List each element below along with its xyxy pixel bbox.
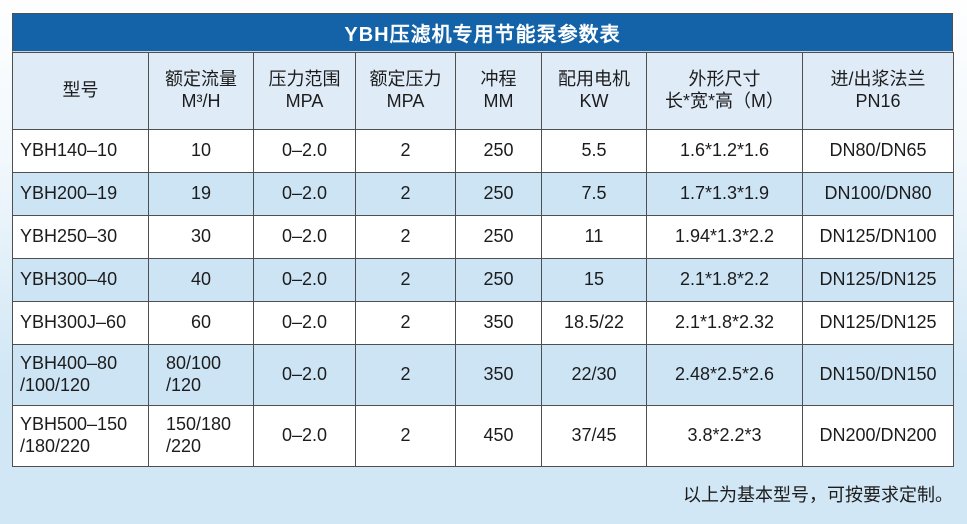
- cell-flange: DN125/DN100: [802, 215, 954, 259]
- col-header-flange: 进/出浆法兰 PN16: [802, 52, 954, 130]
- cell-model: YBH300J–60: [12, 301, 149, 345]
- cell-model: YBH200–19: [12, 172, 149, 216]
- cell-pressure-range: 0–2.0: [253, 301, 356, 345]
- cell-rated-flow: 80/100 /120: [148, 344, 254, 406]
- cell-stroke: 350: [455, 301, 542, 345]
- col-header-dimensions: 外形尺寸 长*宽*高（M）: [646, 52, 803, 130]
- cell-pressure-range: 0–2.0: [253, 344, 356, 406]
- table-row: YBH300J–60 60 0–2.0 2 350 18.5/22 2.1*1.…: [12, 301, 954, 345]
- cell-motor: 37/45: [541, 405, 647, 467]
- cell-stroke: 250: [455, 258, 542, 302]
- table-row: YBH140–10 10 0–2.0 2 250 5.5 1.6*1.2*1.6…: [12, 129, 954, 173]
- cell-stroke: 250: [455, 129, 542, 173]
- cell-rated-pressure: 2: [355, 129, 456, 173]
- cell-stroke: 350: [455, 344, 542, 406]
- cell-motor: 22/30: [541, 344, 647, 406]
- table-row: YBH300–40 40 0–2.0 2 250 15 2.1*1.8*2.2 …: [12, 258, 954, 302]
- cell-rated-pressure: 2: [355, 405, 456, 467]
- cell-flange: DN200/DN200: [802, 405, 954, 467]
- cell-flange: DN150/DN150: [802, 344, 954, 406]
- footer-note: 以上为基本型号，可按要求定制。: [683, 485, 953, 505]
- table-row: YBH500–150 /180/220 150/180 /220 0–2.0 2…: [12, 405, 954, 467]
- cell-motor: 5.5: [541, 129, 647, 173]
- cell-dimensions: 1.7*1.3*1.9: [646, 172, 803, 216]
- cell-flange: DN80/DN65: [802, 129, 954, 173]
- cell-model: YBH500–150 /180/220: [12, 405, 149, 467]
- cell-rated-flow: 40: [148, 258, 254, 302]
- col-header-motor: 配用电机 KW: [541, 52, 647, 130]
- cell-rated-flow: 19: [148, 172, 254, 216]
- cell-rated-flow: 30: [148, 215, 254, 259]
- cell-rated-flow: 10: [148, 129, 254, 173]
- cell-rated-pressure: 2: [355, 301, 456, 345]
- table-row: YBH200–19 19 0–2.0 2 250 7.5 1.7*1.3*1.9…: [12, 172, 954, 216]
- cell-rated-flow: 60: [148, 301, 254, 345]
- parameters-table: 型号 额定流量 M³/H 压力范围 MPA 额定压力 MPA 冲程 MM 配用电…: [12, 52, 954, 467]
- col-header-rated-flow: 额定流量 M³/H: [148, 52, 254, 130]
- cell-stroke: 250: [455, 215, 542, 259]
- cell-flange: DN125/DN125: [802, 258, 954, 302]
- cell-motor: 18.5/22: [541, 301, 647, 345]
- cell-dimensions: 3.8*2.2*3: [646, 405, 803, 467]
- cell-flange: DN125/DN125: [802, 301, 954, 345]
- cell-pressure-range: 0–2.0: [253, 129, 356, 173]
- cell-stroke: 450: [455, 405, 542, 467]
- cell-motor: 7.5: [541, 172, 647, 216]
- cell-dimensions: 2.48*2.5*2.6: [646, 344, 803, 406]
- cell-model: YBH250–30: [12, 215, 149, 259]
- cell-flange: DN100/DN80: [802, 172, 954, 216]
- header-row: 型号 额定流量 M³/H 压力范围 MPA 额定压力 MPA 冲程 MM 配用电…: [12, 52, 954, 130]
- cell-dimensions: 2.1*1.8*2.32: [646, 301, 803, 345]
- pump-spec-table: YBH压滤机专用节能泵参数表 型号 额定流量 M³/H 压力范围 MPA 额定压…: [12, 13, 954, 467]
- cell-motor: 15: [541, 258, 647, 302]
- cell-rated-pressure: 2: [355, 258, 456, 302]
- cell-dimensions: 1.94*1.3*2.2: [646, 215, 803, 259]
- col-header-pressure-range: 压力范围 MPA: [253, 52, 356, 130]
- cell-dimensions: 1.6*1.2*1.6: [646, 129, 803, 173]
- table-row: YBH400–80 /100/120 80/100 /120 0–2.0 2 3…: [12, 344, 954, 406]
- col-header-model: 型号: [12, 52, 149, 130]
- col-header-rated-pressure: 额定压力 MPA: [355, 52, 456, 130]
- table-title: YBH压滤机专用节能泵参数表: [12, 13, 953, 52]
- cell-motor: 11: [541, 215, 647, 259]
- cell-model: YBH400–80 /100/120: [12, 344, 149, 406]
- cell-pressure-range: 0–2.0: [253, 172, 356, 216]
- table-row: YBH250–30 30 0–2.0 2 250 11 1.94*1.3*2.2…: [12, 215, 954, 259]
- cell-pressure-range: 0–2.0: [253, 405, 356, 467]
- cell-rated-pressure: 2: [355, 215, 456, 259]
- cell-rated-pressure: 2: [355, 172, 456, 216]
- cell-dimensions: 2.1*1.8*2.2: [646, 258, 803, 302]
- cell-stroke: 250: [455, 172, 542, 216]
- cell-model: YBH300–40: [12, 258, 149, 302]
- cell-model: YBH140–10: [12, 129, 149, 173]
- cell-pressure-range: 0–2.0: [253, 215, 356, 259]
- cell-rated-flow: 150/180 /220: [148, 405, 254, 467]
- col-header-stroke: 冲程 MM: [455, 52, 542, 130]
- cell-pressure-range: 0–2.0: [253, 258, 356, 302]
- cell-rated-pressure: 2: [355, 344, 456, 406]
